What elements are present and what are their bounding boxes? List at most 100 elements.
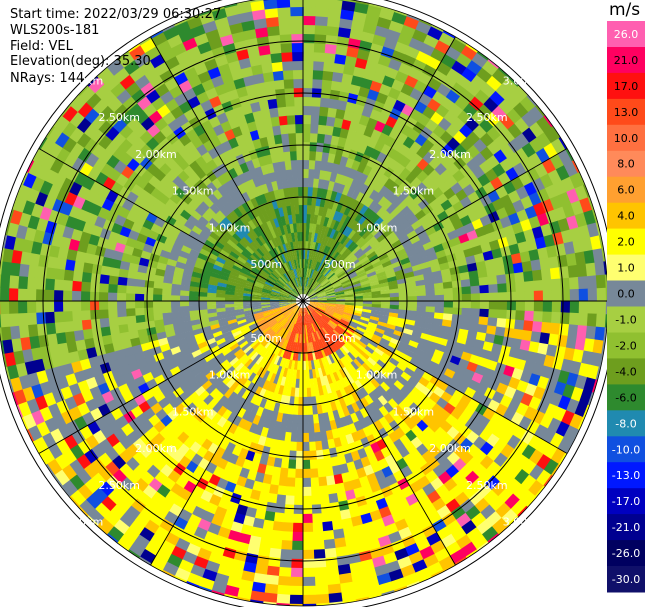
velocity-cell — [98, 309, 109, 319]
velocity-cell — [592, 248, 604, 264]
velocity-cell — [456, 52, 473, 68]
velocity-cell — [335, 297, 346, 300]
velocity-cell — [374, 25, 390, 38]
velocity-cell — [331, 330, 340, 339]
velocity-cell — [311, 280, 317, 289]
velocity-cell — [308, 168, 315, 179]
velocity-cell — [363, 492, 376, 505]
velocity-cell — [408, 37, 425, 52]
velocity-cell — [356, 224, 366, 235]
velocity-cell — [507, 152, 522, 168]
velocity-cell — [574, 337, 586, 352]
velocity-cell — [330, 278, 340, 285]
velocity-cell — [398, 287, 408, 293]
velocity-cell — [437, 210, 450, 222]
velocity-cell — [390, 370, 401, 381]
velocity-cell — [27, 264, 39, 278]
velocity-cell — [329, 89, 341, 101]
velocity-cell — [333, 284, 343, 290]
velocity-cell — [350, 318, 360, 325]
velocity-cell — [399, 336, 411, 346]
velocity-cell — [376, 385, 387, 396]
velocity-cell — [319, 106, 329, 117]
velocity-cell — [465, 505, 481, 521]
velocity-cell — [188, 300, 199, 306]
velocity-cell — [377, 220, 388, 231]
velocity-cell — [369, 509, 383, 522]
velocity-cell — [494, 362, 507, 375]
velocity-cell — [406, 344, 417, 354]
velocity-cell — [323, 235, 330, 246]
velocity-cell — [318, 318, 326, 327]
velocity-cell — [418, 338, 430, 347]
velocity-cell — [325, 34, 339, 46]
velocity-cell — [397, 215, 409, 227]
velocity-cell — [290, 159, 298, 170]
velocity-cell — [401, 353, 413, 363]
velocity-cell — [353, 345, 364, 355]
velocity-cell — [282, 522, 294, 533]
velocity-cell — [344, 535, 357, 547]
velocity-cell — [334, 360, 343, 371]
velocity-cell — [450, 527, 467, 543]
velocity-cell — [393, 427, 406, 440]
velocity-cell — [326, 304, 337, 307]
velocity-cell — [474, 252, 486, 264]
velocity-cell — [303, 42, 315, 53]
velocity-cell — [319, 339, 325, 349]
velocity-cell — [329, 275, 338, 283]
velocity-cell — [332, 281, 342, 288]
velocity-cell — [308, 259, 313, 269]
velocity-cell — [337, 256, 346, 265]
velocity-cell — [412, 29, 429, 43]
velocity-cell — [362, 295, 373, 299]
velocity-cell — [514, 132, 530, 149]
velocity-cell — [321, 266, 329, 275]
velocity-cell — [271, 61, 284, 72]
velocity-cell — [351, 189, 361, 200]
velocity-cell — [308, 302, 318, 307]
velocity-cell — [134, 293, 145, 301]
velocity-cell — [371, 297, 382, 302]
velocity-cell — [317, 124, 327, 135]
velocity-cell — [320, 225, 327, 236]
velocity-cell — [350, 19, 366, 32]
velocity-cell — [161, 300, 172, 308]
velocity-cell — [314, 584, 329, 596]
velocity-cell — [440, 391, 453, 404]
velocity-cell — [328, 273, 337, 281]
velocity-cell — [289, 141, 297, 152]
velocity-cell — [398, 400, 410, 413]
velocity-cell — [326, 292, 336, 296]
velocity-cell — [364, 247, 375, 257]
velocity-cell — [303, 123, 312, 134]
velocity-cell — [414, 245, 426, 255]
velocity-cell — [0, 203, 6, 221]
velocity-cell — [330, 239, 338, 250]
velocity-cell — [344, 328, 354, 336]
velocity-cell — [526, 238, 538, 252]
velocity-cell — [355, 399, 365, 411]
velocity-cell — [360, 242, 371, 251]
velocity-cell — [311, 281, 318, 290]
velocity-cell — [524, 301, 535, 312]
velocity-cell — [384, 327, 395, 335]
velocity-cell — [310, 205, 316, 215]
velocity-cell — [339, 18, 354, 30]
velocity-cell — [481, 526, 498, 543]
velocity-cell — [551, 138, 567, 155]
velocity-cell — [514, 469, 530, 485]
velocity-cell — [393, 366, 405, 377]
velocity-cell — [99, 273, 110, 284]
velocity-cell — [311, 241, 317, 252]
velocity-cell — [406, 281, 417, 288]
velocity-cell — [295, 450, 303, 461]
velocity-cell — [71, 310, 82, 322]
velocity-cell — [317, 297, 328, 300]
velocity-cell — [345, 301, 355, 304]
velocity-cell — [491, 370, 504, 384]
velocity-cell — [380, 223, 391, 234]
velocity-cell — [496, 318, 507, 329]
velocity-cell — [352, 261, 362, 269]
velocity-cell — [322, 255, 329, 265]
